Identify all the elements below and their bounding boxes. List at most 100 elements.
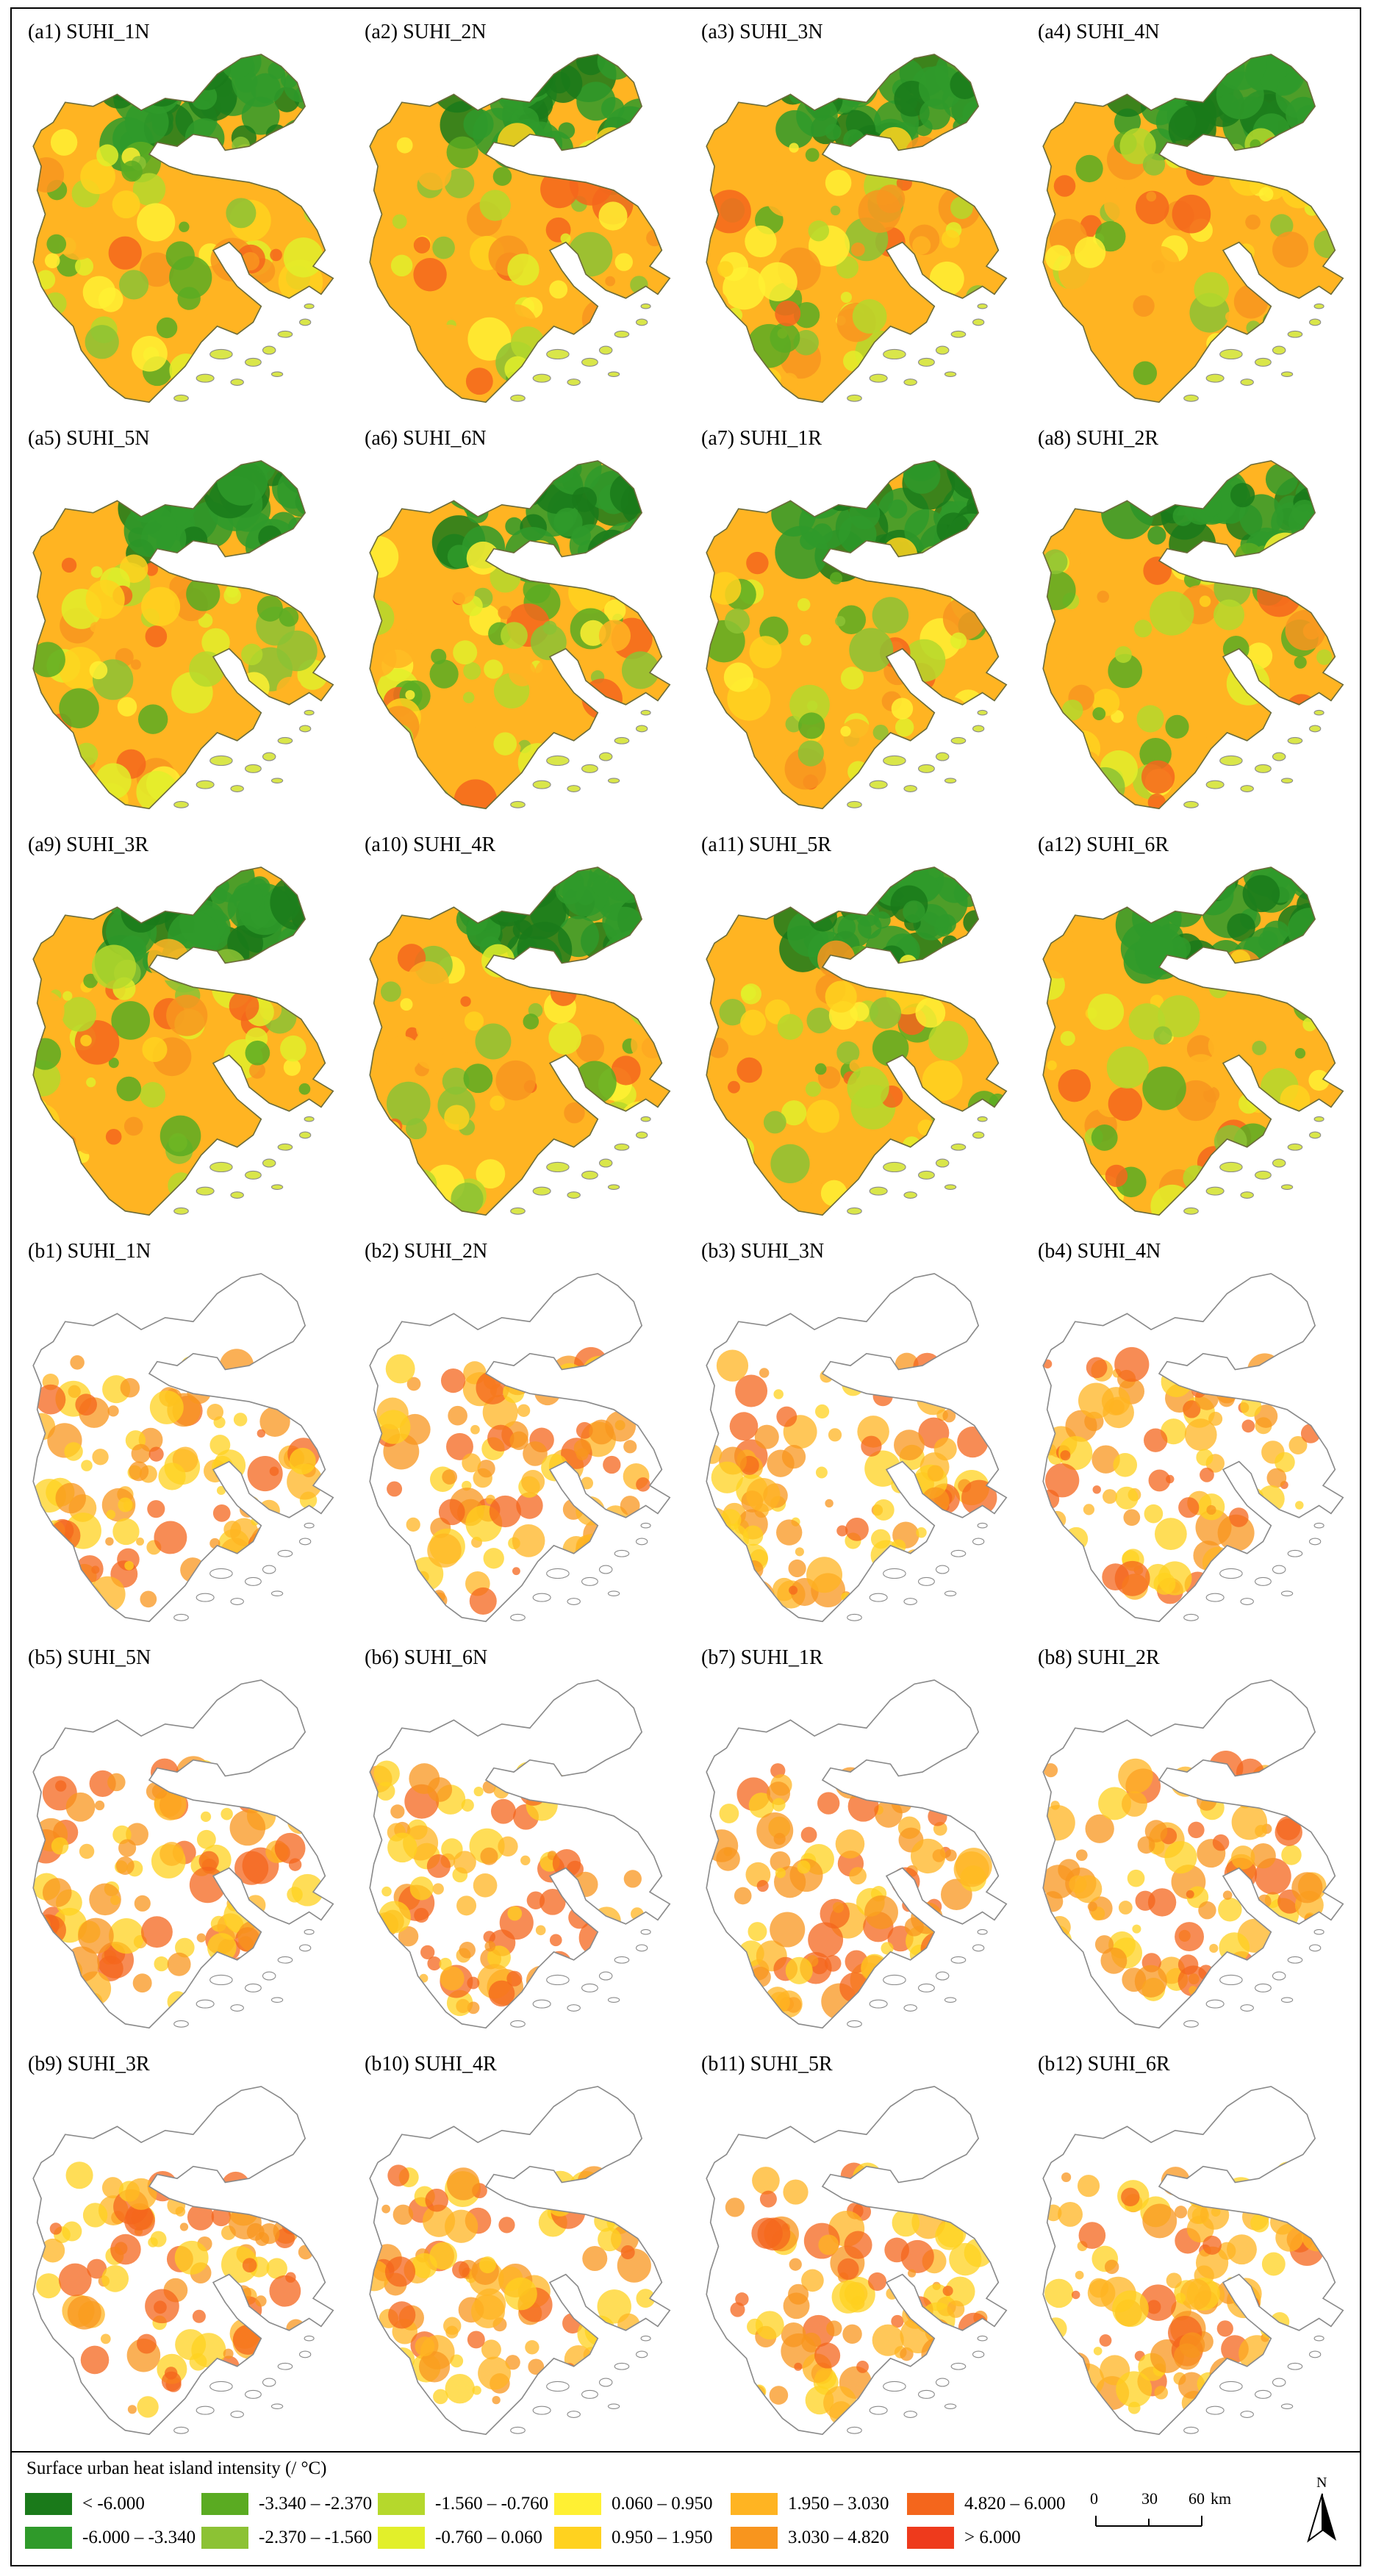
legend-label: 1.950 – 3.030 xyxy=(788,2494,889,2514)
map-panel: (b2) SUHI_2N xyxy=(350,1228,686,1647)
map-panel: (b6) SUHI_6N xyxy=(350,1635,686,2053)
panel-label: (a11) SUHI_5R xyxy=(701,833,832,856)
map-image xyxy=(706,1679,1008,2029)
map-image xyxy=(369,2086,671,2436)
legend-label: < -6.000 xyxy=(82,2494,145,2514)
north-arrow: N xyxy=(1304,2475,1341,2548)
map-image xyxy=(1042,1273,1344,1623)
map-panel: (b7) SUHI_1R xyxy=(686,1635,1022,2053)
legend-item: -6.000 – -3.340 xyxy=(25,2525,196,2551)
map-panel: (a5) SUHI_5N xyxy=(13,415,349,834)
map-image xyxy=(32,867,334,1216)
scale-tick-60: 60 xyxy=(1189,2489,1205,2508)
north-label: N xyxy=(1316,2475,1327,2491)
panel-label: (a10) SUHI_4R xyxy=(365,833,496,856)
legend-item: -3.340 – -2.370 xyxy=(201,2491,372,2517)
map-panel: (b5) SUHI_5N xyxy=(13,1635,349,2053)
map-panel: (a1) SUHI_1N xyxy=(13,9,349,428)
legend-label: -1.560 – -0.760 xyxy=(435,2494,549,2514)
map-image xyxy=(369,1679,671,2029)
legend: Surface urban heat island intensity (/ °… xyxy=(10,2453,1361,2566)
panel-label: (b1) SUHI_1N xyxy=(28,1240,151,1263)
panel-label: (a7) SUHI_1R xyxy=(701,427,822,450)
map-panel: (a4) SUHI_4N xyxy=(1023,9,1359,428)
legend-item: 1.950 – 3.030 xyxy=(731,2491,889,2517)
figure-frame xyxy=(10,7,1361,2566)
map-panel: (a10) SUHI_4R xyxy=(350,822,686,1241)
legend-swatch xyxy=(731,2493,778,2515)
map-image xyxy=(1042,54,1344,403)
legend-item: -1.560 – -0.760 xyxy=(378,2491,548,2517)
legend-item: 0.060 – 0.950 xyxy=(554,2491,713,2517)
panel-label: (a9) SUHI_3R xyxy=(28,833,149,856)
panel-label: (b12) SUHI_6R xyxy=(1038,2053,1170,2075)
map-image xyxy=(32,2086,334,2436)
map-panel: (b4) SUHI_4N xyxy=(1023,1228,1359,1647)
map-panel: (a12) SUHI_6R xyxy=(1023,822,1359,1241)
legend-swatch xyxy=(201,2493,248,2515)
map-image xyxy=(706,2086,1008,2436)
panel-label: (b10) SUHI_4R xyxy=(365,2053,497,2075)
scale-tick-30: 30 xyxy=(1141,2489,1158,2508)
legend-label: 0.060 – 0.950 xyxy=(612,2494,713,2514)
map-panel: (a11) SUHI_5R xyxy=(686,822,1022,1241)
map-panel: (a3) SUHI_3N xyxy=(686,9,1022,428)
legend-swatch xyxy=(378,2493,425,2515)
legend-item: > 6.000 xyxy=(907,2525,1021,2551)
panel-label: (b3) SUHI_3N xyxy=(701,1240,825,1263)
panel-label: (a8) SUHI_2R xyxy=(1038,427,1159,450)
legend-swatch xyxy=(25,2527,72,2549)
legend-item: -2.370 – -1.560 xyxy=(201,2525,372,2551)
map-panel: (a6) SUHI_6N xyxy=(350,415,686,834)
scale-bar-graphic xyxy=(1095,2516,1202,2527)
panel-label: (a3) SUHI_3N xyxy=(701,21,823,43)
map-image xyxy=(1042,460,1344,810)
map-panel: (b9) SUHI_3R xyxy=(13,2041,349,2460)
map-image xyxy=(369,460,671,810)
map-image xyxy=(706,54,1008,403)
legend-item: 3.030 – 4.820 xyxy=(731,2525,889,2551)
panel-label: (b5) SUHI_5N xyxy=(28,1646,151,1669)
legend-swatch xyxy=(907,2527,954,2549)
map-image xyxy=(706,1273,1008,1623)
north-arrow-icon xyxy=(1307,2493,1336,2543)
legend-item: 0.950 – 1.950 xyxy=(554,2525,713,2551)
legend-label: -6.000 – -3.340 xyxy=(82,2527,196,2547)
legend-label: 4.820 – 6.000 xyxy=(964,2494,1066,2514)
panel-label: (b9) SUHI_3R xyxy=(28,2053,150,2075)
map-grid: (a1) SUHI_1N (a2) SUHI_2N (a3) SUHI_3N (a4)… xyxy=(13,9,1359,2436)
legend-item: 4.820 – 6.000 xyxy=(907,2491,1066,2517)
panel-label: (a4) SUHI_4N xyxy=(1038,21,1160,43)
map-panel: (a9) SUHI_3R xyxy=(13,822,349,1241)
scale-tick-0: 0 xyxy=(1090,2489,1098,2508)
map-image xyxy=(32,1679,334,2029)
map-panel: (b3) SUHI_3N xyxy=(686,1228,1022,1647)
panel-label: (b11) SUHI_5R xyxy=(701,2053,833,2075)
panel-label: (b6) SUHI_6N xyxy=(365,1646,488,1669)
map-image xyxy=(706,867,1008,1216)
map-image xyxy=(32,1273,334,1623)
legend-label: > 6.000 xyxy=(964,2527,1021,2547)
map-panel: (a8) SUHI_2R xyxy=(1023,415,1359,834)
legend-item: -0.760 – 0.060 xyxy=(378,2525,542,2551)
legend-swatch xyxy=(25,2493,72,2515)
legend-swatch xyxy=(554,2493,601,2515)
map-panel: (b8) SUHI_2R xyxy=(1023,1635,1359,2053)
panel-label: (a12) SUHI_6R xyxy=(1038,833,1169,856)
legend-divider xyxy=(10,2451,1361,2453)
map-panel: (b1) SUHI_1N xyxy=(13,1228,349,1647)
scale-unit: km xyxy=(1211,2489,1232,2508)
panel-label: (a1) SUHI_1N xyxy=(28,21,150,43)
map-panel: (a2) SUHI_2N xyxy=(350,9,686,428)
legend-title: Surface urban heat island intensity (/ °… xyxy=(26,2458,327,2478)
legend-label: -3.340 – -2.370 xyxy=(259,2494,373,2514)
legend-swatch xyxy=(201,2527,248,2549)
map-image xyxy=(706,460,1008,810)
map-image xyxy=(369,54,671,403)
map-panel: (b10) SUHI_4R xyxy=(350,2041,686,2460)
legend-item: < -6.000 xyxy=(25,2491,145,2517)
legend-swatch xyxy=(554,2527,601,2549)
legend-swatch xyxy=(731,2527,778,2549)
map-panel: (b12) SUHI_6R xyxy=(1023,2041,1359,2460)
map-image xyxy=(1042,867,1344,1216)
